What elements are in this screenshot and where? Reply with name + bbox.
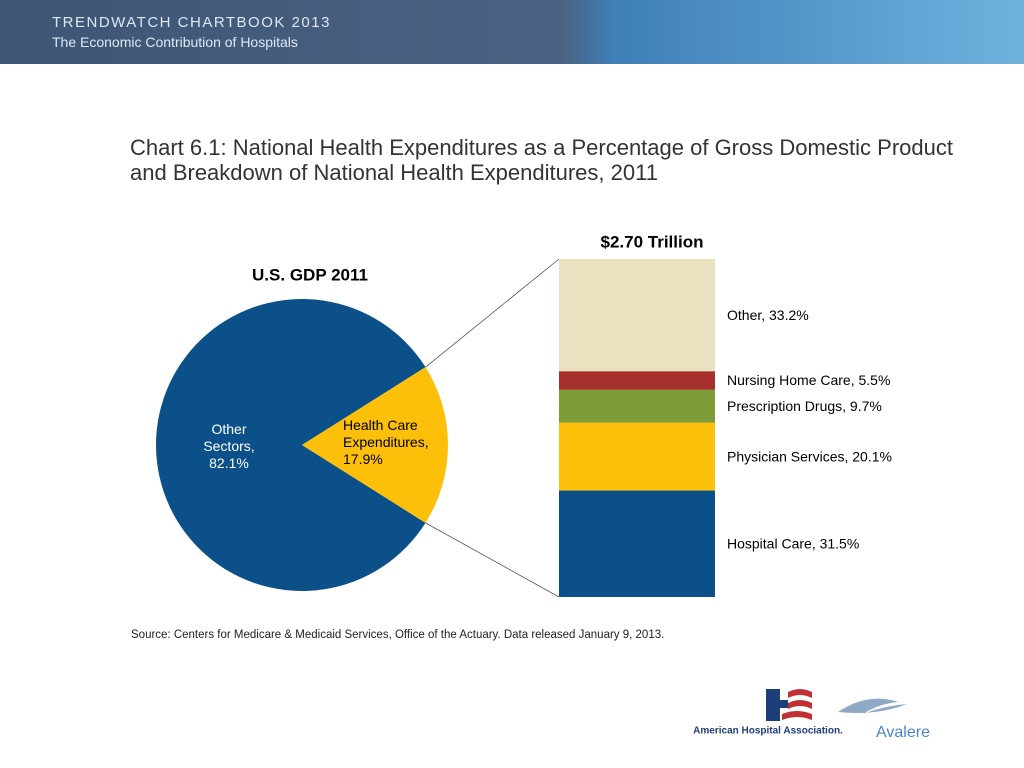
- bar-segment: [559, 490, 715, 597]
- bar-segment: [559, 371, 715, 390]
- avalere-logo-mark: [838, 698, 907, 714]
- pie-label: Health Care Expenditures, 17.9%: [343, 417, 429, 467]
- pie-title: U.S. GDP 2011: [252, 265, 368, 284]
- chart-title: Chart 6.1: National Health Expenditures …: [130, 135, 953, 185]
- header-title: TRENDWATCH CHARTBOOK 2013: [52, 14, 331, 31]
- segment-label: Physician Services, 20.1%: [727, 448, 892, 464]
- segment-label: Nursing Home Care, 5.5%: [727, 372, 890, 388]
- bar-title: $2.70 Trillion: [601, 232, 704, 251]
- source-note: Source: Centers for Medicare & Medicaid …: [131, 629, 665, 641]
- connector-line: [425, 258, 560, 368]
- aha-logo-mark: [766, 689, 812, 721]
- segment-label: Hospital Care, 31.5%: [727, 535, 859, 551]
- avalere-logo-text: Avalere: [876, 724, 930, 741]
- connector-line: [425, 522, 560, 598]
- bar-segment: [559, 389, 715, 423]
- bar-segment: [559, 259, 715, 372]
- pie-slice: [156, 298, 426, 591]
- header-subtitle: The Economic Contribution of Hospitals: [52, 34, 298, 50]
- segment-label: Other, 33.2%: [727, 307, 809, 323]
- segment-label: Prescription Drugs, 9.7%: [727, 398, 882, 414]
- pie-label: Other Sectors, 82.1%: [203, 421, 255, 471]
- bar-segment: [559, 422, 715, 491]
- header-band: TRENDWATCH CHARTBOOK 2013 The Economic C…: [0, 0, 1024, 64]
- pie-slice: [302, 367, 449, 523]
- aha-logo-text: American Hospital Association.: [693, 726, 843, 737]
